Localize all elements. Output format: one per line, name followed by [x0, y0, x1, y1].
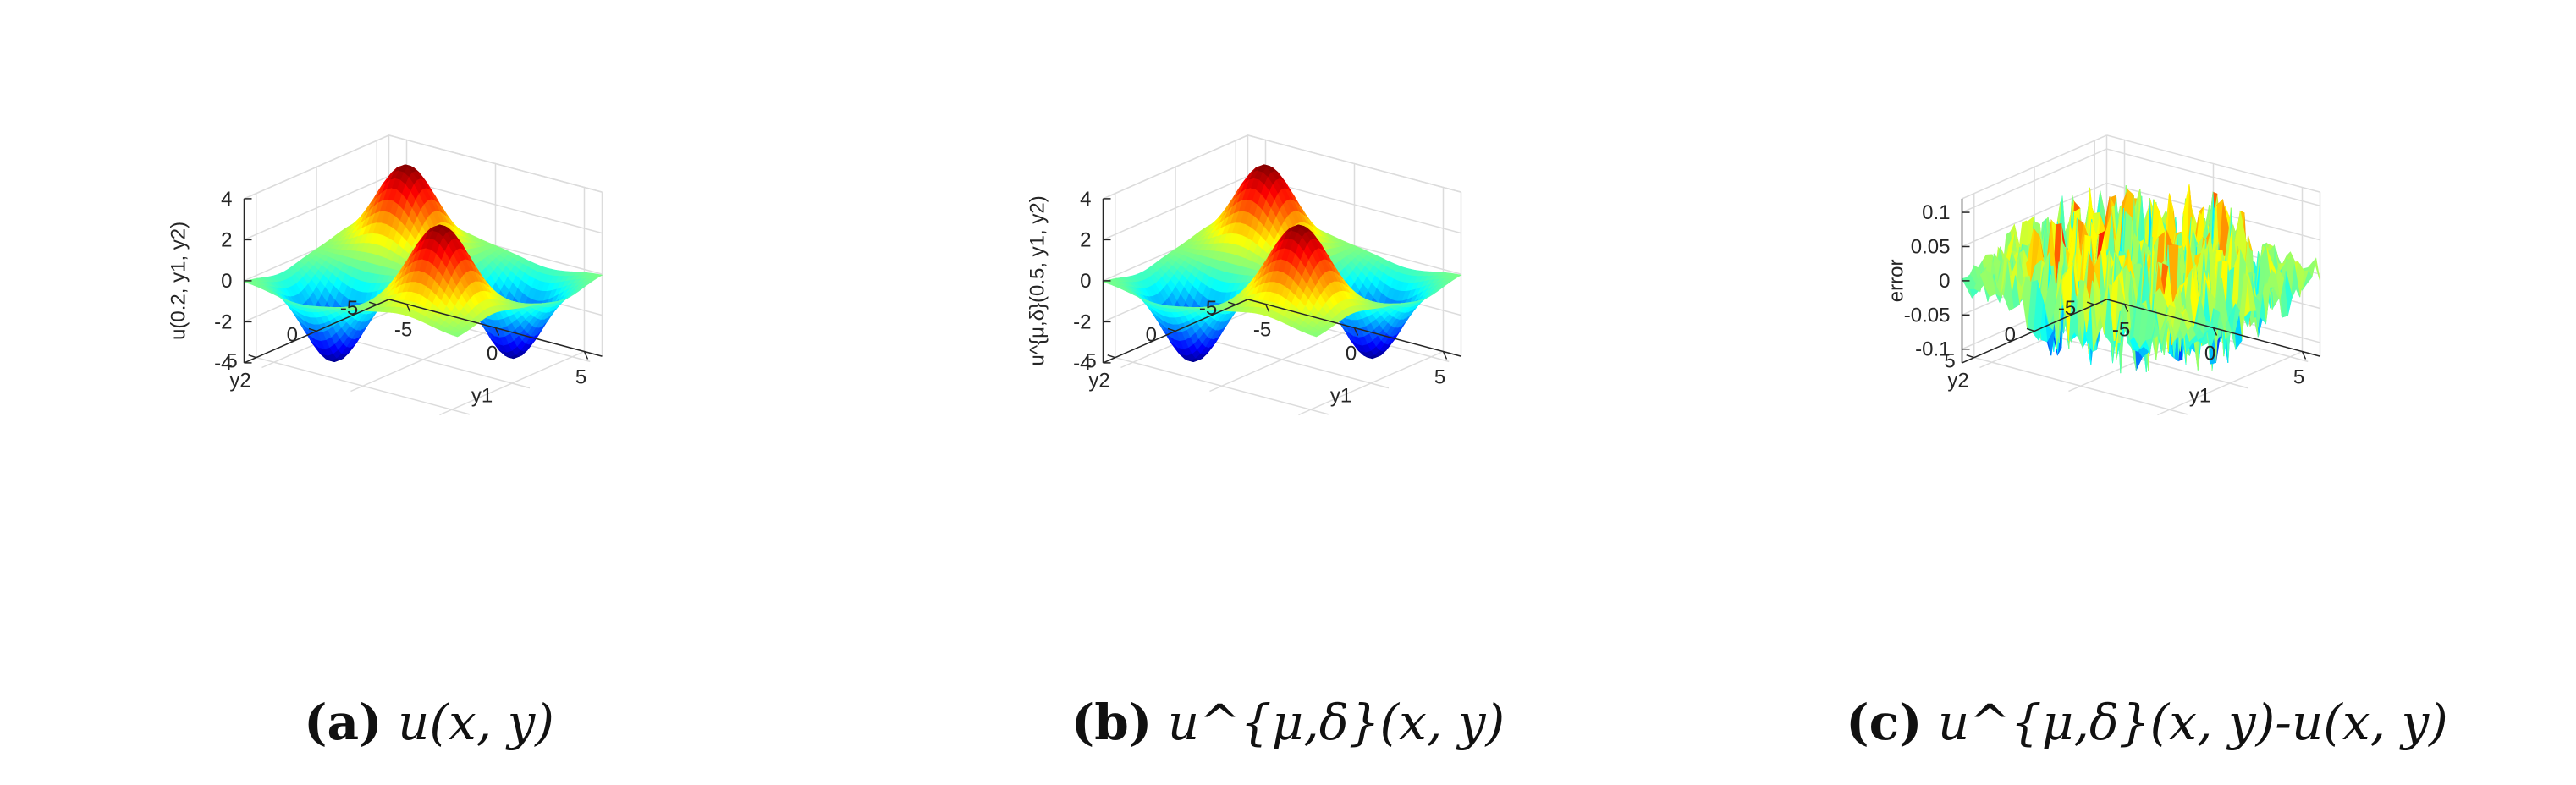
y-tick-mark — [1228, 301, 1236, 305]
z-axis-label: u^{μ,δ}(0.5, y1, y2) — [1027, 195, 1049, 365]
z-tick-label: 0 — [1939, 270, 1950, 293]
y-floor-gridline — [1115, 356, 1329, 415]
pane-edge — [1103, 134, 1248, 200]
x-tick-mark — [1442, 351, 1448, 360]
y-tick-mark — [2087, 301, 2095, 305]
pane-edge — [2106, 134, 2320, 193]
x-tick-mark — [2123, 304, 2129, 312]
pane-edge — [388, 134, 603, 193]
axes: 4 2 0 -2 -4 -5 0 5 -5 0 5 u^{μ,δ}(0.5, y1, y2) y2 y1 — [1027, 188, 1461, 408]
z-tick-label: -2 — [214, 310, 232, 333]
surface — [243, 164, 603, 363]
x-tick-mark — [1353, 327, 1359, 336]
y-tick-label: -5 — [1199, 297, 1217, 320]
y-axis-label: y2 — [229, 369, 250, 392]
x-tick-label: 0 — [487, 343, 498, 365]
x-tick-mark — [1264, 304, 1270, 312]
x-tick-label: 5 — [575, 366, 586, 389]
caption-expression: u^{μ,δ}(x, y) — [1167, 694, 1505, 751]
x-tick-label: 5 — [1434, 366, 1445, 389]
caption-expression: u^{μ,δ}(x, y)-u(x, y) — [1937, 694, 2448, 751]
x-tick-label: 0 — [2204, 343, 2215, 365]
x-tick-label: -5 — [1253, 319, 1271, 342]
y-tick-mark — [1966, 354, 1974, 359]
z-tick-label: 2 — [1080, 228, 1091, 251]
surface — [1961, 184, 2320, 374]
x-tick-label: -5 — [394, 319, 412, 342]
y-axis-label: y2 — [1088, 369, 1109, 392]
x-axis-label: y1 — [1330, 385, 1351, 408]
caption-letter: (a) — [304, 694, 383, 751]
x-tick-mark — [494, 327, 500, 336]
x-axis-label: y1 — [471, 385, 493, 408]
y-axis-label: y2 — [1947, 369, 1968, 392]
surface-plot-a: 4 2 0 -2 -4 -5 0 5 -5 0 5 u(0.2, y1, y2) y2 y1 — [168, 134, 603, 416]
axes: 0.1 0.05 0 -0.05 -0.1 -5 0 5 -5 0 5 error y2 y1 — [1885, 198, 2320, 408]
z-tick-label: -0.1 — [1915, 338, 1950, 361]
caption-expression: u(x, y) — [397, 694, 554, 751]
z-tick-label: 0.05 — [1911, 235, 1951, 258]
y-floor-gridline — [1973, 356, 2188, 415]
surface-plot-c: 0.1 0.05 0 -0.05 -0.1 -5 0 5 -5 0 5 error y2 y1 — [1885, 134, 2321, 416]
y-tick-label: 0 — [287, 323, 298, 346]
x-tick-mark — [405, 304, 411, 312]
z-tick-label: 4 — [221, 188, 232, 211]
surface — [1102, 164, 1462, 363]
x-tick-mark — [2301, 351, 2307, 360]
y-tick-label: -5 — [2058, 297, 2076, 320]
y-tick-mark — [2026, 327, 2035, 332]
y-tick-label: 5 — [226, 350, 237, 373]
pane-edge — [1962, 134, 2107, 200]
z-tick-label: 0.1 — [1922, 201, 1950, 224]
y-tick-label: 5 — [1944, 350, 1955, 373]
y-tick-mark — [248, 354, 256, 359]
z-tick-label: 4 — [1080, 188, 1091, 211]
z-tick-label: -2 — [1073, 310, 1091, 333]
surface-patch — [1961, 277, 1973, 299]
x-tick-mark — [2212, 327, 2218, 336]
z-tick-label: -0.05 — [1904, 304, 1951, 327]
x-tick-mark — [583, 351, 589, 360]
caption-letter: (b) — [1071, 694, 1153, 751]
z-axis-label: u(0.2, y1, y2) — [168, 222, 190, 340]
surface-plot-b: 4 2 0 -2 -4 -5 0 5 -5 0 5 u^{μ,δ}(0.5, y1, y2) y2 y1 — [1027, 134, 1462, 416]
pane-edge — [1247, 134, 1461, 193]
y-tick-mark — [308, 327, 317, 332]
y-tick-label: 0 — [2005, 323, 2016, 346]
z-tick-label: 0 — [221, 270, 232, 293]
pane-edge — [244, 134, 389, 200]
z-axis-label: error — [1885, 260, 1908, 303]
z-tick-label: 0 — [1080, 270, 1091, 293]
caption-a: (a) u(x, y) — [0, 694, 858, 751]
y-floor-gridline — [256, 356, 470, 415]
x-tick-label: 0 — [1346, 343, 1357, 365]
z-tick-label: -4 — [1073, 352, 1091, 375]
x-axis-label: y1 — [2189, 385, 2210, 408]
y-tick-mark — [1167, 327, 1176, 332]
z-tick-label: -4 — [214, 352, 232, 375]
y-tick-mark — [1107, 354, 1115, 359]
caption-c: (c) u^{μ,δ}(x, y)-u(x, y) — [1718, 694, 2576, 751]
axes: 4 2 0 -2 -4 -5 0 5 -5 0 5 u(0.2, y1, y2) y2 y1 — [168, 188, 603, 408]
y-tick-label: 5 — [1085, 350, 1096, 373]
y-tick-label: 0 — [1146, 323, 1157, 346]
y-tick-label: -5 — [340, 297, 358, 320]
y-tick-mark — [369, 301, 377, 305]
caption-letter: (c) — [1846, 694, 1923, 751]
x-tick-label: 5 — [2293, 366, 2304, 389]
x-tick-label: -5 — [2112, 319, 2130, 342]
caption-b: (b) u^{μ,δ}(x, y) — [859, 694, 1717, 751]
z-tick-label: 2 — [221, 228, 232, 251]
